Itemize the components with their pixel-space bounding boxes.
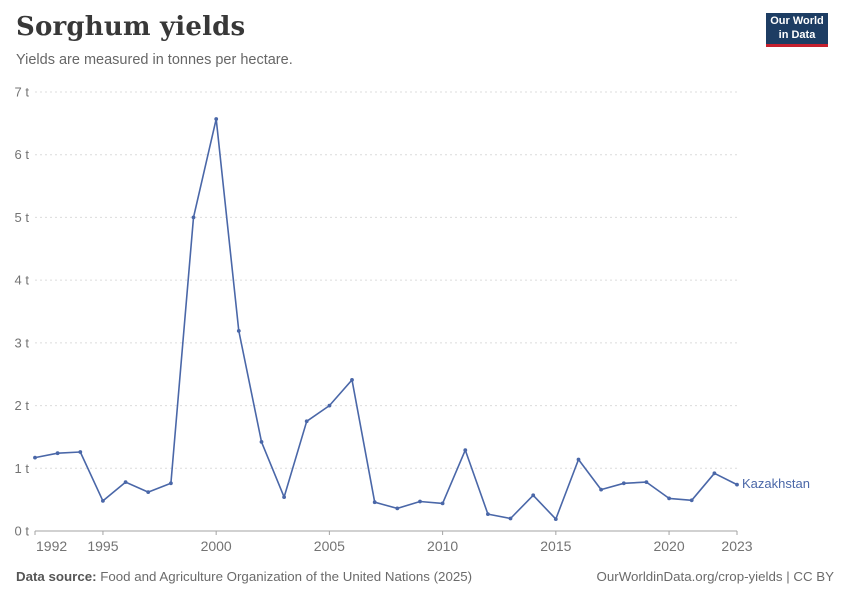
svg-text:4 t: 4 t (15, 273, 30, 288)
svg-text:2010: 2010 (427, 538, 458, 554)
svg-text:1 t: 1 t (15, 461, 30, 476)
svg-text:2023: 2023 (721, 538, 752, 554)
series-label[interactable]: Kazakhstan (742, 475, 810, 491)
data-source-text: Food and Agriculture Organization of the… (100, 569, 473, 584)
svg-text:2 t: 2 t (15, 398, 30, 413)
data-source-label: Data source: (16, 569, 97, 584)
svg-text:2005: 2005 (314, 538, 345, 554)
svg-text:2020: 2020 (653, 538, 684, 554)
svg-text:1995: 1995 (87, 538, 118, 554)
owid-logo: Our World in Data (766, 13, 828, 47)
svg-text:2015: 2015 (540, 538, 571, 554)
owid-logo-line1: Our World (770, 15, 824, 28)
svg-text:7 t: 7 t (15, 85, 30, 100)
svg-text:0 t: 0 t (15, 524, 30, 539)
owid-logo-line2: in Data (778, 28, 816, 41)
page-subtitle: Yields are measured in tonnes per hectar… (16, 52, 293, 68)
svg-text:6 t: 6 t (15, 147, 30, 162)
page-title: Sorghum yields (16, 12, 246, 42)
svg-text:2000: 2000 (201, 538, 232, 554)
footer-link[interactable]: OurWorldinData.org/crop-yields | CC BY (596, 569, 834, 584)
data-source: Data source: Food and Agriculture Organi… (16, 569, 472, 584)
svg-text:3 t: 3 t (15, 335, 30, 350)
svg-text:1992: 1992 (36, 538, 67, 554)
svg-text:5 t: 5 t (15, 210, 30, 225)
chart-footer: Data source: Food and Agriculture Organi… (16, 569, 834, 584)
